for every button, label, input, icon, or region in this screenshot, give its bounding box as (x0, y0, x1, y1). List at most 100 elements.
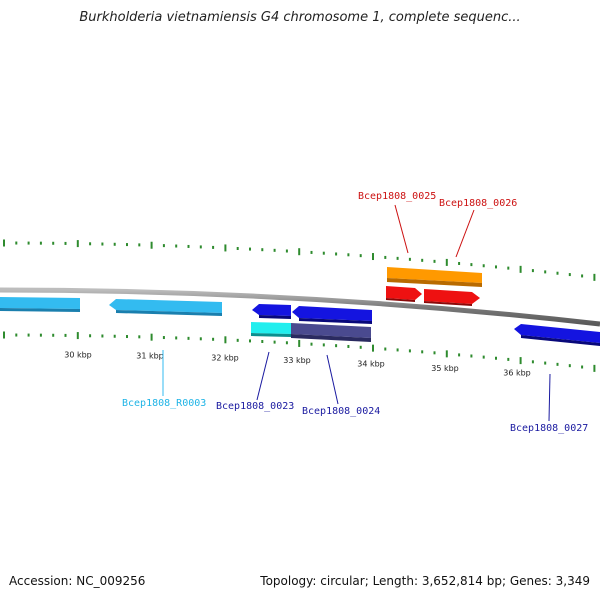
inner-tick (187, 336, 190, 340)
accession-info: Accession: NC_009256 (9, 574, 145, 588)
inner-tick (445, 350, 448, 358)
outer-tick (396, 256, 399, 260)
inner-tick (396, 348, 399, 352)
inner-tick (89, 334, 92, 338)
inner-tick (519, 357, 522, 365)
inner-tick (421, 350, 424, 354)
outer-tick (556, 271, 559, 275)
outer-tick (126, 243, 128, 247)
inner-tick (298, 339, 301, 347)
gene-feature-bcep1808-0024-upper[interactable] (292, 306, 372, 324)
inner-tick (581, 365, 584, 369)
outer-tick (224, 244, 227, 252)
inner-tick (15, 333, 18, 337)
outer-tick (150, 241, 153, 249)
gene-label-bcep1808-r0003[interactable]: Bcep1808_R0003 (122, 398, 206, 409)
inner-tick (261, 339, 264, 343)
inner-tick (544, 361, 547, 365)
leader-lines (162, 204, 551, 422)
outer-tick (285, 249, 288, 253)
inner-tick (556, 362, 559, 366)
outer-tick (433, 259, 436, 263)
inner-tick (458, 353, 461, 357)
outer-tick (445, 258, 448, 266)
scale-label: 30 kbp (64, 350, 92, 359)
inner-tick (384, 347, 387, 351)
inner-tick (335, 344, 338, 348)
inner-tick (433, 351, 436, 355)
inner-tick (310, 342, 313, 346)
outer-tick (261, 248, 264, 252)
outer-tick (298, 248, 301, 256)
length-value: 3,652,814 bp (421, 574, 502, 588)
outer-tick (359, 254, 362, 258)
accession-label: Accession: (9, 574, 73, 588)
gene-feature-bcep1808-0025[interactable] (386, 286, 422, 302)
outer-tick (236, 246, 239, 250)
outer-tick (310, 250, 313, 254)
inner-tick (39, 333, 42, 337)
outer-tick (482, 264, 485, 268)
outer-tick (187, 244, 190, 248)
gene-label-bcep1808-0024[interactable]: Bcep1808_0024 (302, 406, 380, 417)
gene-feature-bcep1808-0023[interactable] (252, 304, 291, 319)
gene-label-bcep1808-0026[interactable]: Bcep1808_0026 (439, 198, 517, 209)
outer-tick (101, 242, 104, 246)
scale-label: 33 kbp (283, 356, 311, 365)
outer-tick (76, 240, 79, 248)
gene-feature-cyan[interactable] (251, 322, 291, 337)
gene-feature-bcep1808-r0003[interactable] (109, 299, 222, 316)
outer-tick (421, 258, 424, 262)
outer-tick (335, 252, 338, 256)
gene-feature-bcep1808-0024[interactable] (291, 323, 371, 342)
inner-tick (531, 360, 534, 364)
scale-label: 36 kbp (503, 369, 531, 378)
inner-tick (76, 332, 79, 340)
gene-label-bcep1808-0025[interactable]: Bcep1808_0025 (358, 191, 436, 202)
inner-tick (372, 344, 374, 352)
outer-tick (544, 270, 547, 274)
inner-tick (236, 338, 239, 342)
gene-feature-bcep1808-0027[interactable] (514, 324, 600, 346)
outer-tick (568, 273, 571, 277)
inner-tick (199, 337, 202, 341)
inner-tick (470, 354, 473, 358)
outer-tick (507, 266, 510, 270)
gene-features (0, 267, 600, 346)
inner-tick (27, 333, 30, 337)
outer-tick (15, 241, 18, 245)
gene-feature-bcep1808-0026[interactable] (424, 289, 480, 306)
outer-tick (199, 245, 202, 249)
inner-tick (150, 333, 153, 341)
scale-label: 35 kbp (431, 364, 459, 373)
outer-tick (249, 247, 251, 251)
inner-tick (175, 336, 178, 340)
gene-feature-orange[interactable] (387, 267, 482, 287)
inner-tick (568, 364, 571, 368)
gene-feature-light-blue-1[interactable] (0, 297, 80, 312)
inner-tick (3, 331, 5, 339)
gene-label-bcep1808-0027[interactable]: Bcep1808_0027 (510, 423, 588, 434)
inner-tick (482, 355, 485, 359)
outer-tick (581, 274, 584, 278)
outer-tick (593, 273, 596, 281)
outer-tick (3, 239, 5, 247)
outer-tick (372, 253, 374, 261)
gene-label-bcep1808-0023[interactable]: Bcep1808_0023 (216, 401, 294, 412)
inner-tick (495, 356, 497, 360)
outer-tick (458, 261, 461, 265)
genes-label: Genes: (509, 574, 552, 588)
outer-tick (495, 265, 497, 269)
gene-labels: Bcep1808_R0003 Bcep1808_0023 Bcep1808_00… (122, 191, 588, 434)
scale-label: 34 kbp (357, 360, 385, 369)
outer-tick (519, 265, 522, 273)
inner-tick (273, 340, 276, 344)
inner-tick (101, 334, 104, 338)
accession-value: NC_009256 (76, 574, 146, 588)
scale-labels: 30 kbp 31 kbp 32 kbp 33 kbp 34 kbp 35 kbp 36 k… (64, 350, 531, 377)
outer-tick (347, 253, 350, 257)
inner-tick (507, 357, 510, 361)
length-label: Length: (372, 574, 419, 588)
outer-tick (27, 241, 30, 245)
sequence-info: Topology: circular; Length: 3,652,814 bp… (260, 574, 590, 588)
